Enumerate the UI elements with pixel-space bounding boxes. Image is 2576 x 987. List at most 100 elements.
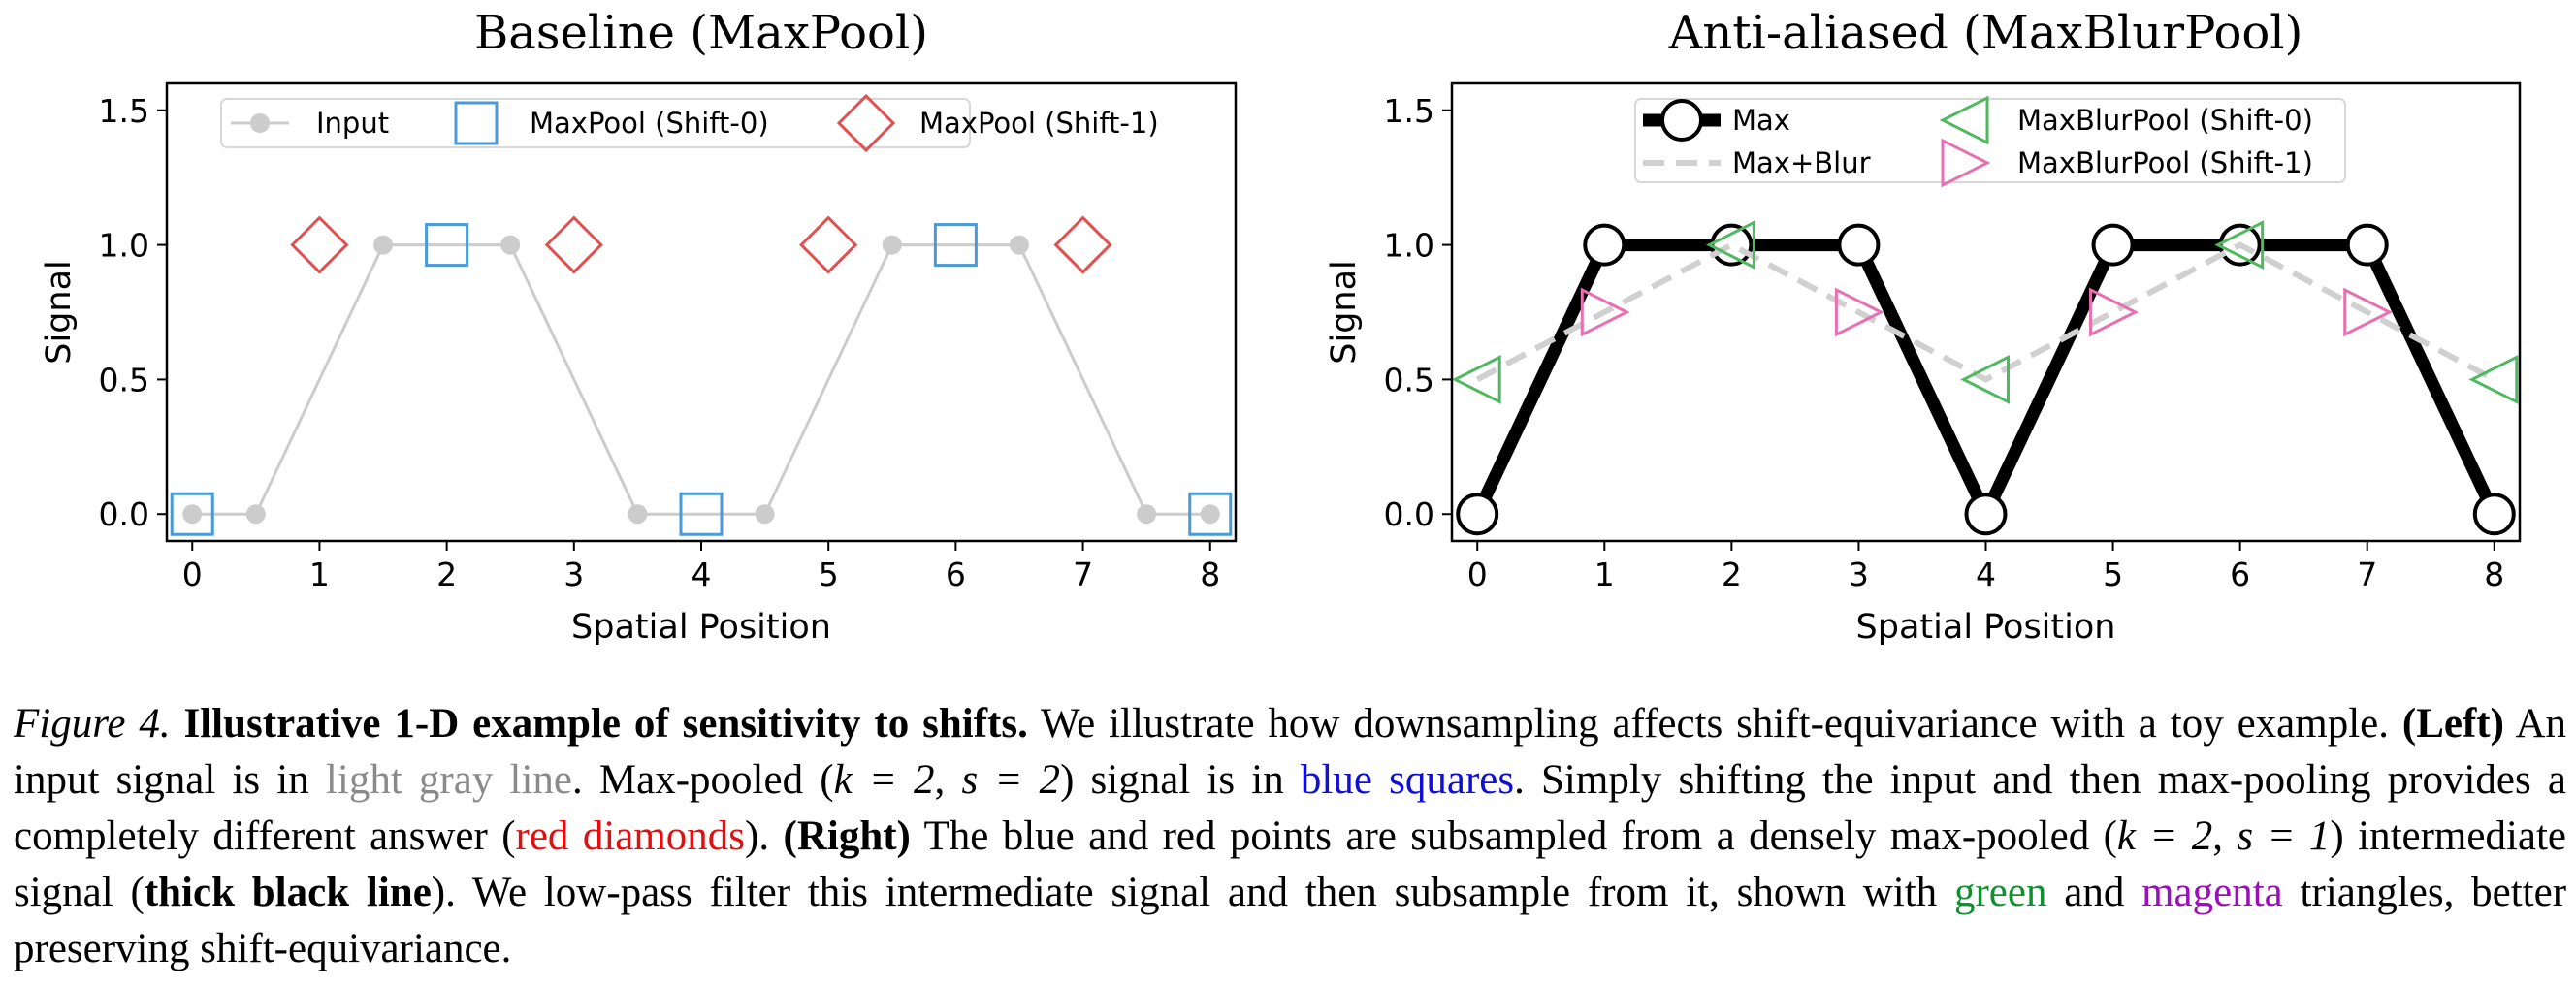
data-point [373,235,394,255]
x-tick-label: 6 [946,556,966,593]
x-tick-label: 1 [309,556,330,593]
data-point [1706,220,1755,271]
y-tick-label: 1.5 [1384,92,1434,130]
x-tick-label: 2 [436,556,457,593]
legend-marker [836,93,896,153]
caption-heading: Illustrative 1-D example of sensitivity … [183,701,1028,747]
caption-math: k = 2 [833,757,935,803]
data-point [1053,215,1112,274]
data-point [1580,287,1630,337]
legend-item: MaxBlurPool (Shift-0) [1939,95,2313,145]
caption-math: s = 1 [2237,813,2331,859]
data-point [544,215,603,274]
series-line [192,243,1210,516]
chart-title: Baseline (MaxPool) [474,6,928,60]
legend-item: Max+Blur [1643,146,1871,179]
legend-box [220,98,971,148]
caption-left: (Left) [2401,701,2504,747]
data-point [1834,287,1884,337]
series-maxpool-shift-1- [290,215,1112,274]
caption-text: and [2064,870,2125,915]
legend-item: Max [1643,99,1790,142]
data-point [1710,223,1754,267]
data-point [1960,354,2010,404]
legend-label: MaxBlurPool (Shift-1) [2017,146,2313,179]
legend-label: Max [1732,104,1790,137]
data-point [933,223,978,268]
legend-item: MaxPool (Shift-1) [836,93,1159,153]
caption-gray: light gray line [325,757,572,803]
x-tick-label: 3 [1849,556,1869,593]
y-tick-label: 0.0 [99,495,149,533]
caption-text: The blue and red points are subsampled f… [923,813,2117,859]
x-tick-label: 2 [1722,556,1742,593]
axes-frame [165,81,1238,543]
caption-magenta: magenta [2141,870,2283,915]
data-point [2468,354,2519,404]
data-point [2472,493,2516,536]
data-point [882,235,902,255]
series-maxpool-shift-0- [170,223,1233,536]
series-input [182,235,1220,525]
caption-text: ) signal is in [1060,757,1284,803]
chart-panel-2: Anti-aliased (MaxBlurPool) 0 1 2 3 4 5 6 7 8 0.0 0.… [1325,6,2522,647]
x-tick-label: 8 [2484,556,2504,593]
legend-label: MaxPool (Shift-0) [530,107,769,140]
figure: Baseline (MaxPool) 0 1 2 3 4 5 6 7 8 0.0 0.5 1.0 1.5 S… [40,6,2522,647]
legend-label: Input [316,107,389,140]
data-point [679,492,724,536]
x-tick-label: 5 [819,556,839,593]
data-point [2089,287,2139,337]
caption-text: , [2212,813,2238,859]
series-maxblurpool-shift-0- [1451,220,2519,404]
data-point [182,504,203,525]
legend-item: MaxBlurPool (Shift-1) [1941,138,2313,188]
y-tick-label: 0.5 [1384,361,1434,398]
data-point [2345,223,2389,267]
data-point [799,215,858,274]
data-point [1137,504,1157,525]
caption-text: triangles, better preserving shift-equiv… [14,870,2567,971]
x-tick-label: 8 [1200,556,1220,593]
legend-marker [1660,99,1703,142]
x-tick-label: 3 [564,556,584,593]
series-max [1456,223,2516,536]
x-tick-label: 6 [2230,556,2250,593]
data-point [1451,354,1501,404]
caption-text: ) intermediate signal ( [14,813,2567,915]
caption-red: red diamonds [515,813,746,859]
x-tick-label: 4 [1976,556,1996,593]
chart-title: Anti-aliased (MaxBlurPool) [1668,6,2303,60]
legend-label: Max+Blur [1732,146,1871,179]
legend-marker [1941,138,1991,188]
x-axis-label: Spatial Position [1856,608,2116,647]
data-point [1456,493,1499,536]
caption-label: Figure 4. [14,701,171,747]
x-tick-label: 1 [1594,556,1615,593]
caption-thick: thick black line [144,870,432,915]
data-point [755,504,775,525]
y-tick-label: 1.0 [1384,227,1434,265]
data-point [425,223,469,268]
caption-text: We illustrate how downsampling affects s… [1040,701,2389,747]
caption-text: An input signal is in [14,701,2566,803]
x-tick-label: 0 [1467,556,1488,593]
y-axis-label: Signal [40,260,79,365]
data-point [2214,220,2265,271]
legend-marker [454,101,499,145]
caption-text: ). [745,813,770,859]
chart-panel-1: Baseline (MaxPool) 0 1 2 3 4 5 6 7 8 0.0 0.5 1.0 1.5 S… [40,6,1238,647]
data-point [245,504,266,525]
caption-text: . Simply shifting the input and then max… [14,757,2566,859]
y-tick-label: 0.0 [1384,495,1434,533]
data-point [1188,492,1233,536]
x-tick-label: 4 [692,556,712,593]
data-point [170,492,214,536]
x-tick-label: 7 [1073,556,1093,593]
legend-item: Input [231,107,389,140]
series-max-blur [1475,241,2496,383]
x-tick-label: 0 [182,556,203,593]
caption-text: ). We low-pass filter this intermediate … [431,870,1938,915]
caption-blue: blue squares [1300,757,1515,803]
y-tick-label: 0.5 [99,361,149,398]
